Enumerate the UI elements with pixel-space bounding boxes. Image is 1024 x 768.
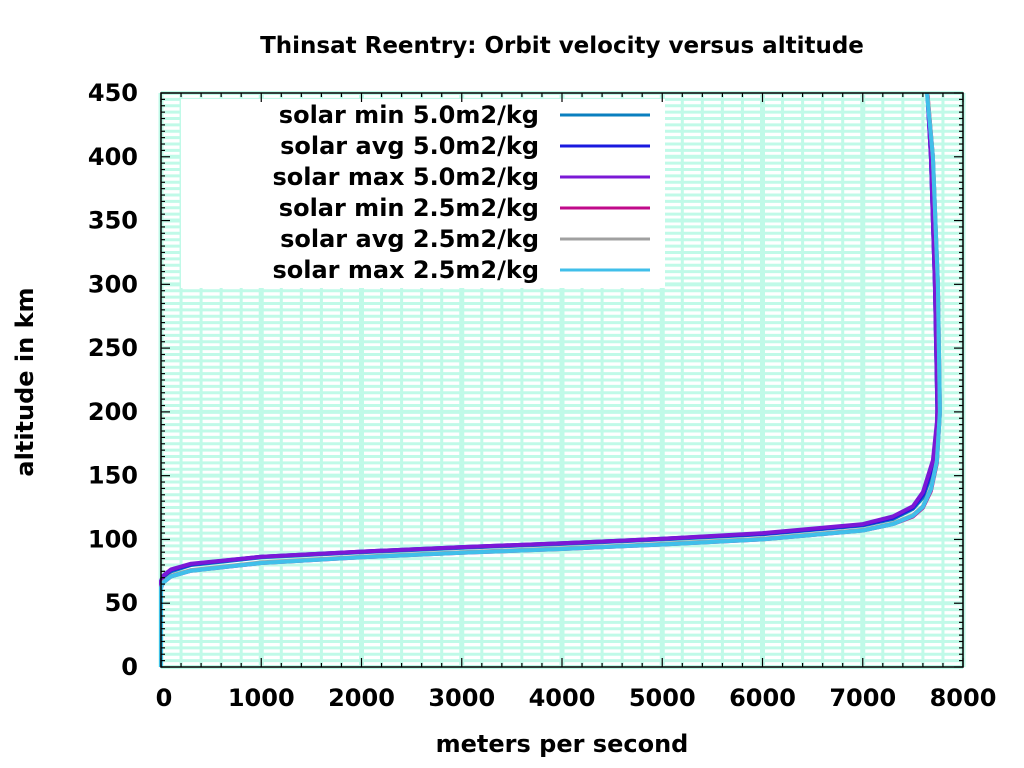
y-tick-label: 50: [105, 589, 138, 617]
x-axis-label: meters per second: [436, 730, 689, 758]
series-line-6: [159, 92, 942, 667]
y-tick-label: 250: [88, 334, 138, 362]
legend-entry: solar max 5.0m2/kg: [272, 163, 650, 191]
y-tick-label: 150: [88, 462, 138, 490]
y-axis-label: altitude in km: [11, 287, 39, 476]
x-tick-label: 1000: [228, 684, 295, 712]
x-tick-label: 7000: [829, 684, 896, 712]
x-tick-label: 0: [156, 684, 173, 712]
legend-entry: solar avg 5.0m2/kg: [280, 132, 650, 160]
legend-entry: solar min 5.0m2/kg: [279, 101, 650, 129]
legend-entry: solar avg 2.5m2/kg: [280, 225, 650, 253]
x-tick-label: 6000: [729, 684, 796, 712]
series-line-3: [159, 92, 940, 667]
legend-label: solar avg 5.0m2/kg: [280, 132, 539, 160]
y-tick-label: 400: [88, 143, 138, 171]
y-tick-label: 300: [88, 270, 138, 298]
y-tick-label: 450: [88, 79, 138, 107]
x-tick-label: 3000: [428, 684, 495, 712]
legend-entry: solar max 2.5m2/kg: [272, 256, 650, 284]
legend-background-layer: [181, 99, 665, 288]
legend-label: solar avg 2.5m2/kg: [280, 225, 539, 253]
series-layer: [159, 92, 942, 667]
frame-layer: [160, 92, 964, 668]
x-tick-label: 4000: [529, 684, 596, 712]
x-tick-label: 5000: [629, 684, 696, 712]
legend-box: [181, 99, 665, 288]
legend-label: solar max 2.5m2/kg: [272, 256, 539, 284]
x-tick-label: 2000: [328, 684, 395, 712]
y-tick-label: 350: [88, 207, 138, 235]
legend-label: solar max 5.0m2/kg: [272, 163, 539, 191]
legend-label: solar min 5.0m2/kg: [279, 101, 539, 129]
chart-title: Thinsat Reentry: Orbit velocity versus a…: [260, 33, 864, 59]
legend-entry: solar min 2.5m2/kg: [279, 194, 650, 222]
tick-labels: 0 50 100 150 200 250 300 350 400 450 0 1000 2000 3000…: [88, 79, 997, 712]
x-tick-label: 8000: [930, 684, 997, 712]
y-tick-label: 200: [88, 398, 138, 426]
legend: solar min 5.0m2/kg solar avg 5.0m2/kg sola…: [272, 101, 650, 284]
y-tick-label: 0: [121, 653, 138, 681]
y-tick-label: 100: [88, 525, 138, 553]
legend-label: solar min 2.5m2/kg: [279, 194, 539, 222]
